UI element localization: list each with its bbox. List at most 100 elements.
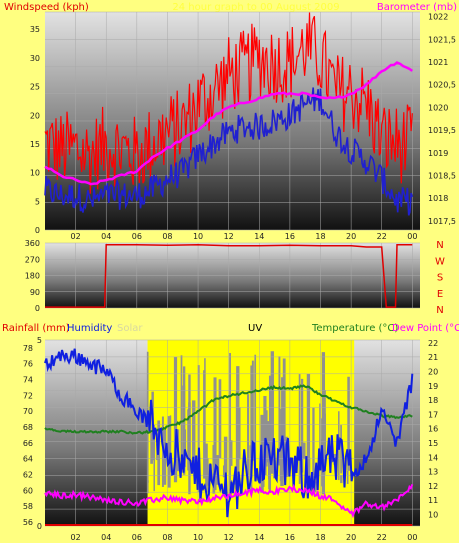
y-tick-label: 19 [428,382,438,391]
wind-grid [45,11,420,231]
y-tick-label: 1019,5 [428,126,456,135]
temperature-series [44,384,413,435]
y-tick-label: 15 [428,439,438,448]
x-tick-label: 10 [193,232,203,241]
direction-series [45,244,413,308]
y-tick-label: 270 [25,255,40,264]
humidity-x-axis: 02 04 06 08 10 12 14 16 18 20 22 00 [71,533,418,542]
y-tick-label: 1018 [428,194,448,203]
x-tick-label: 16 [285,232,295,241]
y-tick-label: 13 [428,468,438,477]
humidity-grid [45,339,420,527]
y-tick-label: 22 [428,339,438,348]
compass-label: W [435,256,445,267]
rain-axis: 05 [37,336,42,531]
temperature-right-axis: 10 11 12 13 14 15 16 17 18 19 20 21 22 [428,339,438,520]
y-tick-label: 56 [23,518,33,527]
y-tick-label: 18 [428,396,438,405]
x-tick-label: 20 [346,533,356,542]
y-tick-label: 0 [35,304,40,313]
y-tick-label: 25 [30,83,40,92]
x-tick-label: 00 [407,533,417,542]
x-tick-label: 16 [285,533,295,542]
y-tick-label: 360 [25,239,40,248]
wind-gust-series [44,12,413,194]
x-tick-label: 22 [377,232,387,241]
compass-label: S [437,273,443,284]
y-tick-label: 12 [428,482,438,491]
y-tick-label: 1021 [428,58,448,67]
y-tick-label: 74 [23,376,33,385]
rainfall-label: Rainfall (mm) [2,323,70,334]
y-tick-label: 90 [30,288,40,297]
y-tick-label: 15 [30,140,40,149]
x-tick-label: 18 [315,533,325,542]
barometer-label: Barometer (mb) [377,2,457,13]
dewpoint-line [44,483,414,519]
temperature-line [44,384,413,435]
barometer-series [44,61,414,186]
temperature-label: Temperature (°C) [311,323,398,334]
y-tick-label: 10 [30,169,40,178]
y-tick-label: 60 [23,486,33,495]
y-tick-label: 10 [428,511,438,520]
humidity-series [44,348,414,518]
x-tick-label: 08 [162,533,172,542]
compass-label: N [436,240,443,251]
y-tick-label: 1020 [428,103,448,112]
uv-label: UV [248,323,262,334]
y-tick-label: 0 [37,522,42,531]
humidity-label: Humidity [67,323,112,334]
y-tick-label: 20 [30,111,40,120]
y-tick-label: 17 [428,410,438,419]
x-tick-label: 06 [132,533,142,542]
x-tick-label: 04 [101,232,111,241]
wind-gust-line [44,12,413,194]
windspeed-label: Windspeed (kph) [4,2,89,13]
y-tick-label: 30 [30,54,40,63]
x-tick-label: 00 [407,232,417,241]
x-tick-label: 06 [132,232,142,241]
x-tick-label: 12 [224,533,234,542]
y-tick-label: 76 [23,360,33,369]
wind-average-series [44,87,414,216]
wind-average-line [44,87,414,216]
wind-x-axis: 02 04 06 08 10 12 14 16 18 20 22 00 [71,232,418,241]
y-tick-label: 1021,5 [428,35,456,44]
y-tick-label: 62 [23,471,33,480]
x-tick-label: 02 [71,533,81,542]
y-tick-label: 78 [23,344,33,353]
y-tick-label: 21 [428,353,438,362]
y-tick-label: 70 [23,407,33,416]
y-tick-label: 35 [30,25,40,34]
x-tick-label: 14 [254,232,264,241]
y-tick-label: 5 [37,336,42,345]
chart-subtitle: 24 hour graph to 00 August 2009 [172,2,339,13]
x-tick-label: 08 [162,232,172,241]
y-tick-label: 64 [23,455,33,464]
y-tick-label: 1017,5 [428,217,456,226]
direction-left-axis: 0 90 180 270 360 [25,239,40,313]
x-tick-label: 02 [71,232,81,241]
barometer-right-axis: 1017,5 1018 1018,5 1019 1019,5 1020 1020,5 1021… [428,13,456,226]
x-tick-label: 18 [315,232,325,241]
y-tick-label: 72 [23,391,33,400]
solar-label: Solar [117,323,143,334]
x-tick-label: 10 [193,533,203,542]
dewpoint-series [44,483,414,519]
y-tick-label: 1019 [428,149,448,158]
x-tick-label: 12 [224,232,234,241]
y-tick-label: 20 [428,367,438,376]
x-tick-label: 22 [377,533,387,542]
y-tick-label: 0 [35,226,40,235]
y-tick-label: 5 [35,197,40,206]
dewpoint-label: Dew Point (°C) [392,323,459,334]
humidity-left-axis: 56 58 60 62 64 66 68 70 72 74 76 78 [23,344,33,527]
y-tick-label: 1018,5 [428,172,456,181]
y-tick-label: 1020,5 [428,81,456,90]
x-tick-label: 20 [346,232,356,241]
y-tick-label: 180 [25,272,40,281]
y-tick-label: 11 [428,496,438,505]
